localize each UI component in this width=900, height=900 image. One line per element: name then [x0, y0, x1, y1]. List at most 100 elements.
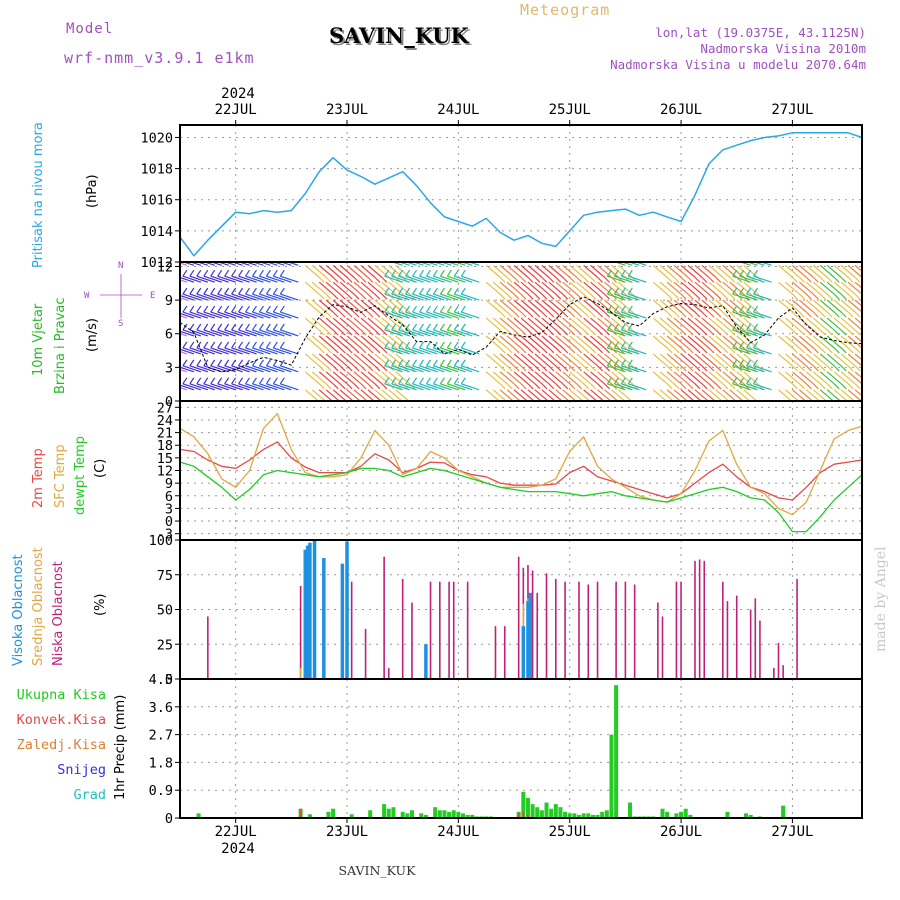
- wind-barb: [454, 275, 473, 283]
- wind-barb: [736, 299, 752, 313]
- wind-barb: [736, 281, 752, 295]
- wind-barb-flag: [210, 287, 216, 295]
- wind-barb-flag: [360, 365, 367, 372]
- wind-barb: [687, 281, 703, 295]
- wind-barb-flag: [374, 347, 381, 354]
- wind-barb-flag: [374, 365, 381, 372]
- wind-barb: [785, 299, 800, 313]
- wind-barb-flag: [367, 311, 374, 318]
- wind-barb: [388, 353, 404, 367]
- wind-barb-flag: [346, 365, 353, 372]
- wind-barb-flag: [169, 378, 173, 384]
- wind-barb-flag: [701, 293, 708, 300]
- wind-barb: [715, 281, 731, 295]
- wind-barb: [604, 317, 619, 331]
- wind-barb-flag: [534, 311, 541, 318]
- wind-barb-flag: [826, 276, 833, 283]
- cloud-bar: [299, 667, 302, 679]
- wind-barb: [381, 299, 397, 313]
- wind-barb-flag: [590, 293, 597, 300]
- wind-barb-flag: [398, 359, 404, 367]
- wind-barb: [666, 317, 682, 331]
- wind-barb: [325, 317, 341, 331]
- wind-barb: [238, 347, 257, 355]
- wind-barb-flag: [722, 311, 729, 318]
- wind-barb-flag: [374, 311, 381, 318]
- wind-barb: [614, 329, 633, 337]
- wind-barb-flag: [694, 293, 701, 300]
- wind-barb: [778, 335, 793, 349]
- temp-ylabel-1: 2m Temp: [31, 448, 46, 508]
- cloud-bar: [754, 598, 757, 679]
- wind-barb-flag: [392, 253, 396, 259]
- wind-barb-flag: [346, 311, 353, 318]
- wind-barb-flag: [583, 293, 590, 300]
- wind-barb-flag: [747, 253, 751, 259]
- wind-barb-flag: [353, 365, 360, 372]
- precip-bar: [595, 814, 600, 818]
- wind-barb: [266, 329, 285, 337]
- wind-barb-flag: [182, 359, 188, 367]
- wind-barb-flag: [819, 365, 826, 372]
- wind-barb: [812, 317, 828, 331]
- precip-bar: [331, 808, 336, 818]
- wind-barb-flag: [225, 253, 229, 259]
- wind-barb-flag: [506, 293, 513, 300]
- wind-barb: [346, 281, 362, 295]
- wind-barb: [325, 299, 341, 313]
- wind-barb-flag: [453, 359, 459, 367]
- precip-bar: [683, 808, 688, 818]
- wind-barb: [812, 371, 828, 385]
- wind-barb: [701, 353, 717, 367]
- wind-barb-flag: [604, 276, 611, 283]
- compass-west: W: [84, 291, 90, 301]
- wind-barb: [412, 365, 431, 373]
- wind-barb: [384, 275, 403, 283]
- wind-barb: [792, 389, 807, 401]
- wind-barb: [180, 386, 188, 391]
- wind-barb: [238, 275, 257, 283]
- wind-barb-flag: [632, 402, 637, 407]
- wind-barb-flag: [460, 287, 466, 295]
- wind-barb-flag: [238, 269, 244, 277]
- wind-barb: [499, 371, 515, 385]
- precip-bar: [349, 814, 354, 818]
- wind-barb: [854, 317, 862, 325]
- wind-barb: [753, 275, 772, 283]
- precip-bar: [600, 811, 605, 818]
- precip-bar: [456, 811, 461, 818]
- wind-barb-flag: [729, 329, 736, 336]
- precip-bar: [679, 811, 684, 818]
- wind-barb: [604, 371, 619, 385]
- wind-barb: [847, 299, 862, 313]
- wind-barb: [673, 389, 689, 401]
- wind-barb-flag: [265, 269, 271, 277]
- wind-barb-flag: [162, 378, 166, 384]
- wind-barb-flag: [534, 293, 541, 300]
- wind-barb-flag: [251, 269, 257, 277]
- wind-barb: [583, 299, 599, 313]
- wind-barb-flag: [183, 253, 187, 259]
- wind-barb: [311, 299, 327, 313]
- wind-barb: [805, 353, 821, 367]
- wind-barb: [611, 389, 626, 401]
- ytick-label: 1018: [140, 162, 173, 178]
- wind-barb-flag: [715, 347, 722, 354]
- wind-barb: [541, 353, 557, 367]
- wind-barb: [739, 329, 758, 337]
- wind-barb: [196, 383, 215, 391]
- wind-barb: [861, 282, 862, 283]
- wind-barb-flag: [739, 269, 745, 277]
- wind-barb-flag: [739, 377, 745, 385]
- wind-barb: [659, 371, 675, 385]
- wind-barb-flag: [520, 365, 527, 372]
- wind-barb: [673, 335, 689, 349]
- wind-barb: [785, 281, 800, 295]
- precip-bar: [660, 808, 665, 818]
- wind-barb-flag: [541, 311, 548, 318]
- wind-barb: [607, 347, 626, 355]
- precip-bar: [391, 807, 396, 818]
- wind-barb: [259, 311, 278, 319]
- wind-barb: [687, 353, 703, 367]
- wind-barb-flag: [833, 347, 840, 354]
